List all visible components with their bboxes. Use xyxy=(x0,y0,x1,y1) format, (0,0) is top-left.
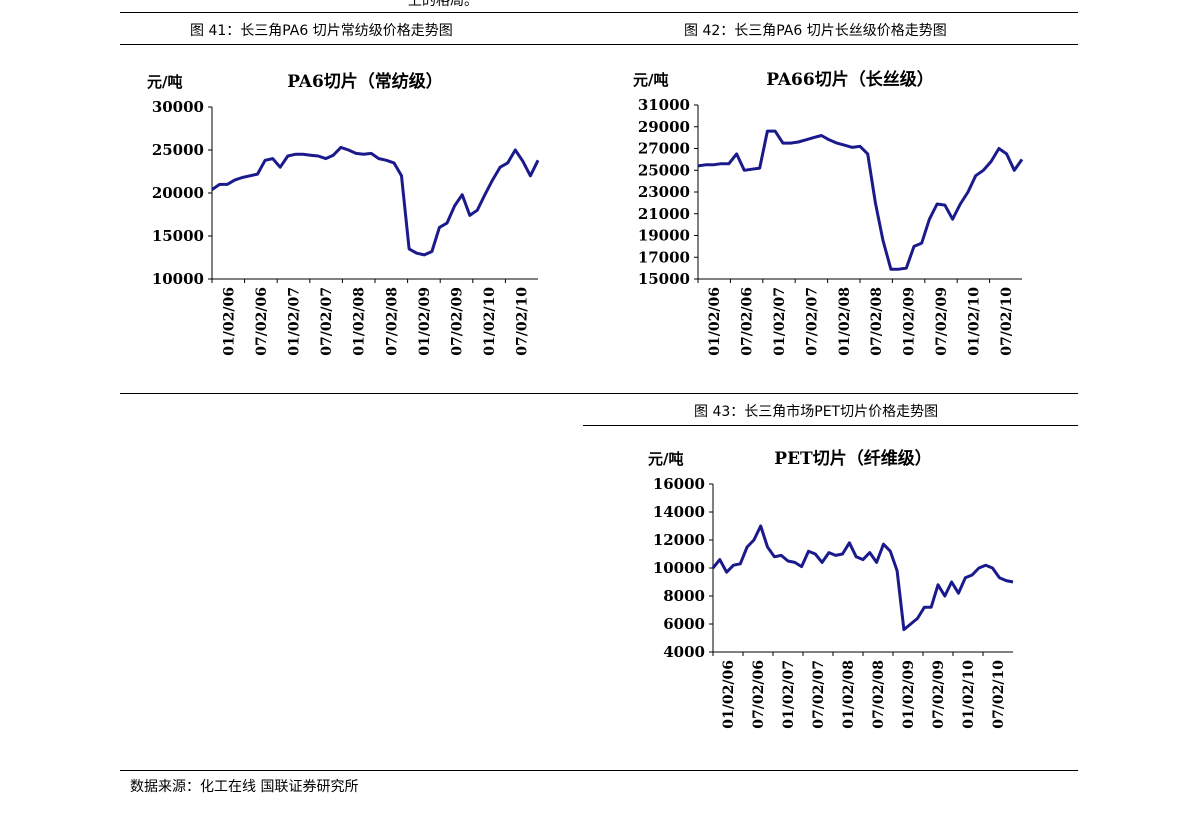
y-tick-label: 27000 xyxy=(638,140,690,158)
x-tick-label: 01/02/06 xyxy=(221,287,237,356)
x-tick-label: 07/02/07 xyxy=(804,287,820,356)
y-tick-label: 23000 xyxy=(638,183,690,201)
x-tick-label: 01/02/10 xyxy=(966,287,982,356)
y-tick-label: 17000 xyxy=(638,248,690,266)
x-tick-label: 01/02/07 xyxy=(781,660,797,729)
y-tick-label: 6000 xyxy=(663,615,705,633)
chart-pet-fiber: PET切片（纤维级） 元/吨 4000 6000 8000 10000 12000 14000… xyxy=(600,437,1030,752)
chart-svg: PET切片（纤维级） 元/吨 4000 6000 8000 10000 12000 14000… xyxy=(648,448,1014,729)
y-tick-label: 25000 xyxy=(638,161,690,179)
x-tick-label: 01/02/06 xyxy=(707,287,723,356)
y-tick-label: 31000 xyxy=(638,96,690,114)
figure-title-rule xyxy=(120,44,1078,45)
x-tick-label: 07/02/08 xyxy=(869,287,885,356)
y-tick-label: 25000 xyxy=(152,141,204,159)
x-tick-label: 01/02/09 xyxy=(901,660,917,729)
x-tick-label: 01/02/06 xyxy=(721,660,737,729)
figure-43-title: 图 43：长三角市场PET切片价格走势图 xyxy=(694,404,939,420)
x-tick-label: 01/02/08 xyxy=(837,287,853,356)
x-tick-label: 07/02/09 xyxy=(931,660,947,729)
y-tick-label: 10000 xyxy=(152,270,204,288)
x-tick-label: 07/02/06 xyxy=(751,660,767,729)
y-tick-label: 16000 xyxy=(653,475,705,493)
y-unit-label: 元/吨 xyxy=(648,450,683,468)
x-tick-label: 07/02/10 xyxy=(991,660,1007,729)
chart-svg: PA6切片（常纺级） 元/吨 10000 15000 20000 25000 30000 01… xyxy=(147,71,540,356)
y-tick-label: 20000 xyxy=(152,184,204,202)
price-series-line xyxy=(697,129,1024,271)
y-unit-label: 元/吨 xyxy=(633,71,668,89)
x-tick-label: 07/02/06 xyxy=(740,287,756,356)
top-rule xyxy=(120,12,1078,13)
y-tick-label: 21000 xyxy=(638,205,690,223)
price-series-line xyxy=(711,524,1014,632)
x-tick-label: 01/02/10 xyxy=(961,660,977,729)
x-tick-label: 07/02/06 xyxy=(254,287,270,356)
figure-42-title: 图 42：长三角PA6 切片长丝级价格走势图 xyxy=(684,23,947,39)
y-unit-label: 元/吨 xyxy=(147,73,182,91)
x-tick-label: 01/02/07 xyxy=(287,287,303,356)
y-tick-label: 15000 xyxy=(638,270,690,288)
chart-title: PET切片（纤维级） xyxy=(774,448,931,469)
y-tick-label: 19000 xyxy=(638,227,690,245)
chart-pa6-spinning: PA6切片（常纺级） 元/吨 10000 15000 20000 25000 30000 01… xyxy=(120,55,550,385)
y-tick-label: 30000 xyxy=(152,98,204,116)
x-tick-label: 07/02/08 xyxy=(871,660,887,729)
x-tick-label: 01/02/08 xyxy=(841,660,857,729)
y-tick-label: 14000 xyxy=(653,503,705,521)
x-tick-label: 07/02/10 xyxy=(999,287,1015,356)
x-tick-label: 07/02/07 xyxy=(319,287,335,356)
x-tick-label: 07/02/07 xyxy=(811,660,827,729)
x-tick-label: 07/02/08 xyxy=(384,287,400,356)
x-tick-label: 07/02/09 xyxy=(450,287,466,356)
mid-rule xyxy=(120,393,1078,394)
y-tick-label: 12000 xyxy=(653,531,705,549)
x-tick-label: 07/02/10 xyxy=(515,287,531,356)
chart-svg: PA66切片（长丝级） 元/吨 15000 17000 19000 21000 23000 2… xyxy=(633,69,1024,356)
page-top-fragment: 上的格局。 xyxy=(408,0,478,9)
figure-41-title: 图 41：长三角PA6 切片常纺级价格走势图 xyxy=(190,23,453,39)
y-tick-label: 10000 xyxy=(653,559,705,577)
x-tick-label: 07/02/09 xyxy=(934,287,950,356)
bottom-rule xyxy=(120,770,1078,771)
x-tick-label: 01/02/07 xyxy=(772,287,788,356)
price-series-line xyxy=(211,145,540,257)
chart-title: PA6切片（常纺级） xyxy=(287,71,443,92)
y-tick-label: 8000 xyxy=(663,587,705,605)
x-tick-label: 01/02/08 xyxy=(352,287,368,356)
x-tick-label: 01/02/10 xyxy=(482,287,498,356)
fig43-title-rule xyxy=(583,425,1078,426)
y-tick-label: 29000 xyxy=(638,118,690,136)
x-tick-label: 01/02/09 xyxy=(902,287,918,356)
x-tick-label: 01/02/09 xyxy=(417,287,433,356)
source-note: 数据来源：化工在线 国联证券研究所 xyxy=(130,779,359,795)
y-tick-label: 15000 xyxy=(152,227,204,245)
y-tick-label: 4000 xyxy=(663,643,705,661)
chart-pa66-filament: PA66切片（长丝级） 元/吨 15000 17000 19000 21000 23000 2… xyxy=(600,55,1030,385)
chart-title: PA66切片（长丝级） xyxy=(766,69,933,90)
